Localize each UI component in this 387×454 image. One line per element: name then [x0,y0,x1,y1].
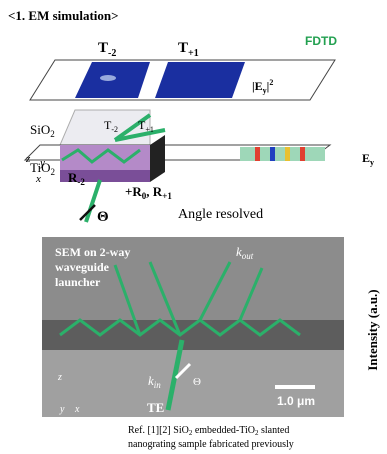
t-plus1-label: T+1 [178,40,199,59]
theta-label: Θ [97,209,109,225]
field-spot [100,75,116,81]
ey-field-map [240,147,325,161]
sem-theta-label: Θ [193,376,201,388]
intensity-axis-label: Intensity (a.u.) [365,289,380,370]
block-side [150,135,165,182]
angle-note: Angle resolved [178,207,263,222]
sem-axis-z: z [57,372,62,383]
t-minus2-label: T-2 [98,40,116,59]
field-map-right [155,62,245,98]
axis-x: x [35,173,41,185]
axis-y: y [39,157,45,169]
method-label: FDTD [305,34,337,48]
polarization-label: TE [147,400,164,415]
r-out-label: +R0, R+1 [125,184,172,201]
axis-z: z [25,153,31,165]
scale-bar-label: 1.0 μm [277,394,315,408]
sem-axis-y: y [59,404,65,415]
reference-line-2: nanograting sample fabricated previously [128,439,294,450]
sem-axis-x: x [74,404,80,415]
tio2-layer [60,145,150,170]
figure: <1. EM simulation> FDTD T-2 T+1 |Ey|2 T-… [0,0,387,454]
section-title: <1. EM simulation> [8,8,119,23]
ey-label: Ey [362,151,374,167]
sio2-label: SiO2 [30,122,55,139]
scale-bar [275,385,315,389]
reference-line-1: Ref. [1][2] SiO2 embedded-TiO2 slanted [128,425,289,437]
